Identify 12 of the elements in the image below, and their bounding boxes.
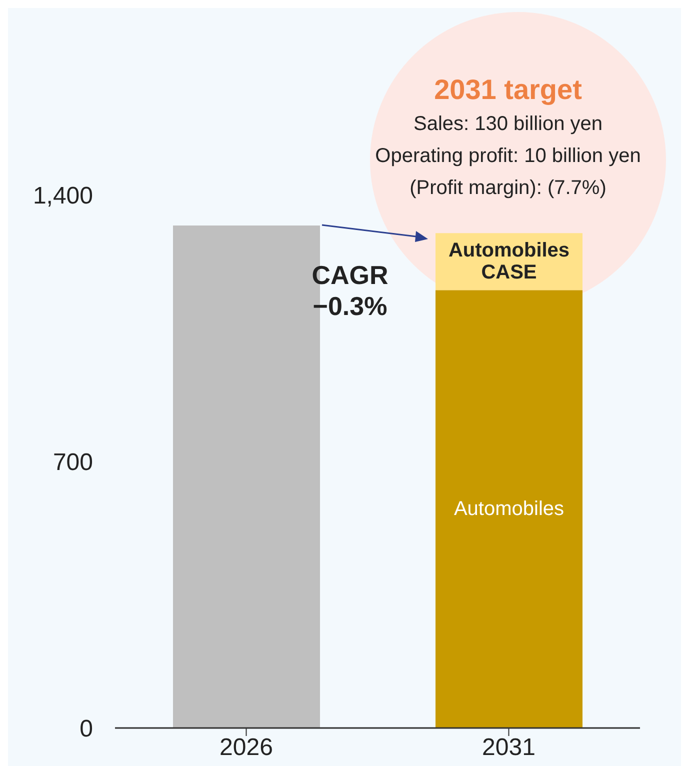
series-label: Automobiles CASE bbox=[448, 240, 570, 284]
y-tick-label: 0 bbox=[80, 716, 93, 743]
x-tick-label: 2026 bbox=[220, 734, 273, 762]
annotation: (Profit margin): (7.7%) bbox=[408, 176, 608, 201]
text: Operating profit: 10 billion yen bbox=[374, 144, 642, 169]
series-label: Automobiles bbox=[454, 498, 564, 520]
y-tick-label: 700 bbox=[52, 449, 93, 476]
annotation: CAGR −0.3% bbox=[310, 260, 390, 322]
x-tick-label: 2031 bbox=[482, 734, 536, 762]
text: Sales: 130 billion yen bbox=[412, 112, 604, 137]
text: 2031 target bbox=[433, 74, 583, 106]
y-tick-label: 1,400 bbox=[32, 182, 93, 210]
